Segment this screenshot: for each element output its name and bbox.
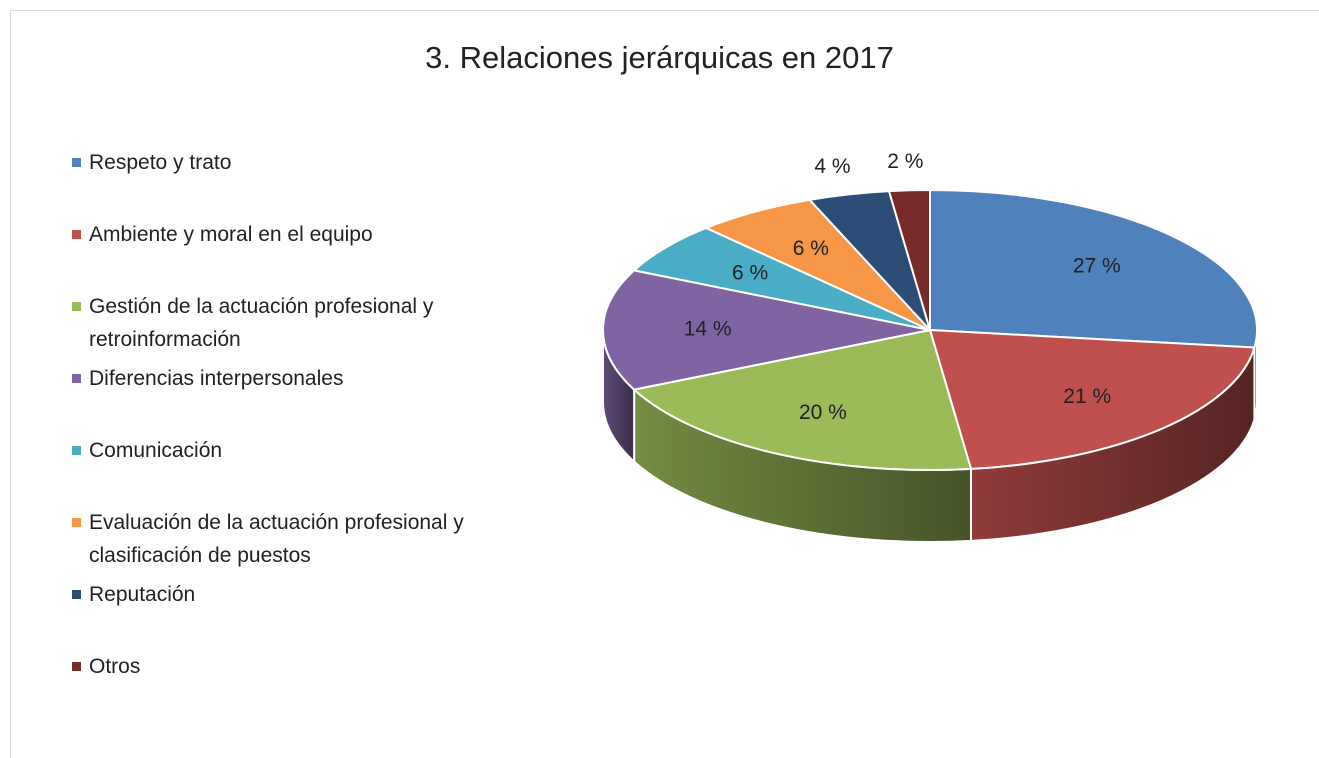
legend-item: Evaluación de la actuación profesional y… <box>72 506 542 578</box>
legend-label: Reputación <box>89 583 196 606</box>
legend-swatch <box>72 230 81 239</box>
legend-swatch <box>72 662 81 671</box>
legend-label: Otros <box>89 655 141 678</box>
legend-swatch <box>72 518 81 527</box>
data-label: 20 % <box>799 401 847 424</box>
data-label: 2 % <box>887 150 923 173</box>
legend-swatch <box>72 302 81 311</box>
legend-label: Evaluación de la actuación profesional y… <box>89 511 464 567</box>
legend-item: Gestión de la actuación profesional y re… <box>72 290 542 362</box>
legend-swatch <box>72 374 81 383</box>
legend: Respeto y trato Ambiente y moral en el eq… <box>72 146 542 722</box>
data-label: 21 % <box>1063 385 1111 408</box>
slice <box>928 328 1256 470</box>
slice <box>602 269 931 391</box>
legend-swatch <box>72 590 81 599</box>
legend-item: Otros <box>72 650 542 722</box>
slice <box>703 198 931 331</box>
slice <box>929 188 1258 349</box>
legend-label: Gestión de la actuación profesional y re… <box>89 295 434 351</box>
legend-label: Ambiente y moral en el equipo <box>89 223 373 246</box>
legend-swatch <box>72 446 81 455</box>
legend-label: Comunicación <box>89 439 223 462</box>
legend-label: Diferencias interpersonales <box>89 367 344 390</box>
data-label: 4 % <box>814 155 850 178</box>
legend-label: Respeto y trato <box>89 151 232 174</box>
chart-frame <box>10 10 1319 758</box>
data-label: 27 % <box>1073 255 1121 278</box>
chart-title: 3. Relaciones jerárquicas en 2017 <box>425 40 894 75</box>
data-label: 6 % <box>732 262 768 285</box>
legend-swatch <box>72 158 81 167</box>
legend-item: Ambiente y moral en el equipo <box>72 218 542 290</box>
data-label: 14 % <box>684 318 732 341</box>
data-label: 6 % <box>793 237 829 260</box>
slice <box>887 188 931 331</box>
slice <box>631 328 973 471</box>
legend-item: Diferencias interpersonales <box>72 362 542 434</box>
slice <box>631 226 931 331</box>
legend-item: Reputación <box>72 578 542 650</box>
legend-item: Comunicación <box>72 434 542 506</box>
legend-item: Respeto y trato <box>72 146 542 218</box>
